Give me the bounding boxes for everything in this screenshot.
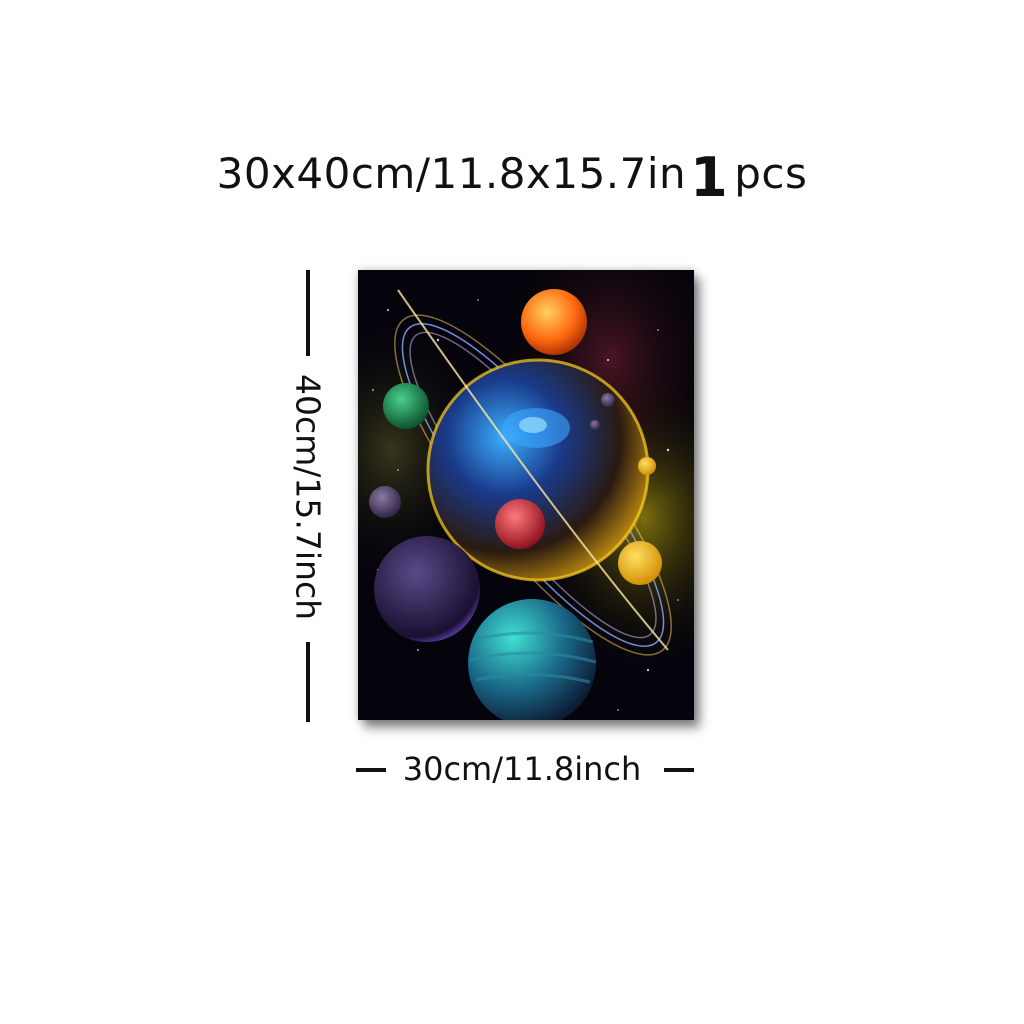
size-text: 30x40cm/11.8x15.7in xyxy=(216,149,687,198)
quantity-number: 1 xyxy=(690,146,729,209)
width-label: 30cm/11.8inch xyxy=(402,750,642,788)
canvas-artwork xyxy=(358,270,694,720)
product-size-title: 30x40cm/11.8x15.7in1 pcs xyxy=(0,138,1024,209)
height-indicator-top-line xyxy=(306,270,310,356)
space-planets-art xyxy=(358,270,694,720)
height-indicator-bottom-line xyxy=(306,642,310,722)
width-indicator-right-line xyxy=(664,768,694,772)
quantity-unit: pcs xyxy=(734,149,808,198)
width-indicator-left-line xyxy=(356,768,386,772)
height-label: 40cm/15.7inch xyxy=(288,373,328,621)
